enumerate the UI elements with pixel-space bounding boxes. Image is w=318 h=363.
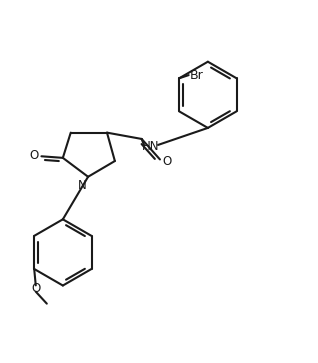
Text: Br: Br [189,69,203,82]
Text: O: O [30,149,39,162]
Text: O: O [162,155,172,168]
Text: O: O [31,282,40,295]
Text: N: N [78,179,86,192]
Text: HN: HN [142,140,160,153]
